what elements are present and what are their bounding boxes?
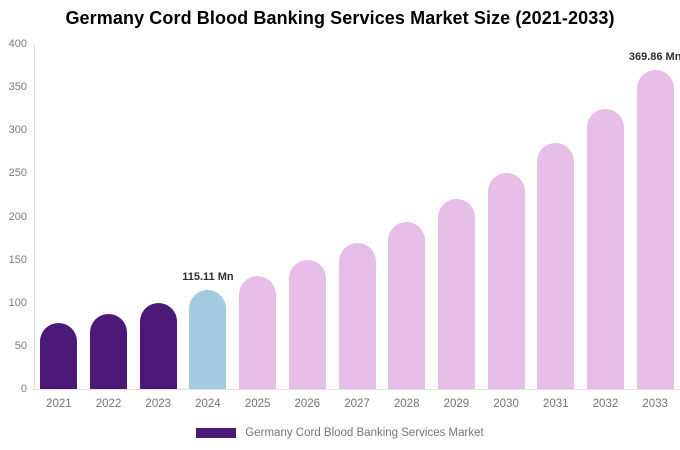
y-tick-label-300: 300 [8, 124, 27, 137]
bar-2022 [90, 313, 128, 389]
x-axis-label-2029: 2029 [443, 398, 470, 410]
bar-2033 [636, 69, 674, 389]
chart-title: Germany Cord Blood Banking Services Mark… [65, 8, 615, 28]
bar-2028 [388, 222, 426, 389]
bar-2027 [338, 242, 376, 389]
bar-2030 [487, 172, 525, 389]
y-tick-label-150: 150 [8, 253, 27, 266]
bar-2029 [437, 199, 475, 389]
bar-2025 [239, 276, 277, 389]
x-axis-label-2027: 2027 [344, 398, 370, 410]
y-tick-label-0: 0 [20, 383, 27, 395]
x-axis-label-2028: 2028 [393, 398, 420, 410]
x-axis-label-2024: 2024 [195, 398, 221, 410]
bar-2023 [139, 303, 177, 389]
x-axis-line [33, 389, 680, 390]
bar-2026 [288, 260, 326, 389]
x-axis-label-2026: 2026 [294, 398, 321, 410]
y-tick-label-400: 400 [8, 38, 27, 50]
bar-value-label-2024: 115.11 Mn [182, 270, 234, 283]
bar-2021 [40, 322, 78, 389]
y-tick-label-200: 200 [8, 210, 27, 223]
y-tick-label-50: 50 [14, 339, 27, 352]
x-axis-label-2023: 2023 [145, 398, 172, 410]
bar-value-label-2033: 369.86 Mn [628, 50, 680, 63]
legend-label: Germany Cord Blood Banking Services Mark… [245, 427, 484, 439]
legend-swatch [196, 428, 237, 438]
x-axis-label-2031: 2031 [542, 398, 569, 410]
bar-2032 [586, 108, 624, 389]
bar-2031 [537, 143, 575, 389]
y-tick-label-250: 250 [8, 167, 27, 180]
x-axis-label-2033: 2033 [642, 398, 668, 410]
x-axis-label-2025: 2025 [244, 398, 271, 410]
x-axis-label-2030: 2030 [493, 398, 519, 410]
y-tick-label-100: 100 [8, 296, 27, 309]
x-axis-label-2021: 2021 [46, 398, 72, 410]
bar-2024 [189, 289, 227, 389]
y-axis-line [34, 44, 35, 390]
y-tick-label-350: 350 [8, 81, 27, 94]
x-axis-label-2022: 2022 [95, 398, 122, 410]
legend: Germany Cord Blood Banking Services Mark… [0, 425, 680, 441]
x-axis-label-2032: 2032 [592, 398, 619, 410]
